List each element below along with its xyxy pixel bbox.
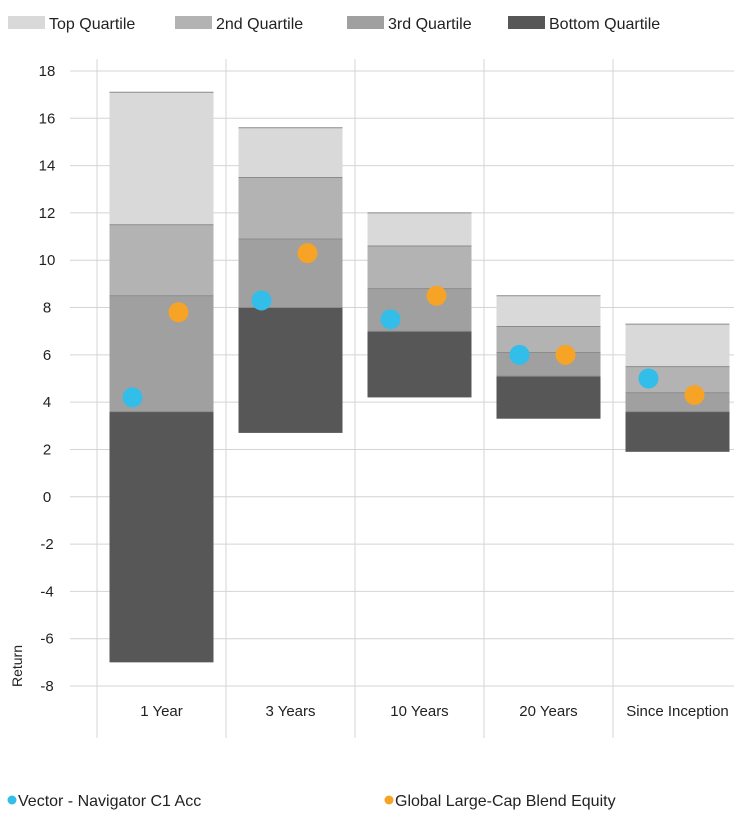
- series-legend: Vector - Navigator C1 Acc Global Large-Ca…: [7, 793, 616, 810]
- y-tick-label: 16: [39, 110, 56, 127]
- y-tick-label: 0: [43, 489, 51, 506]
- legend-item: 3rd Quartile: [347, 16, 472, 33]
- y-tick-label: 10: [39, 252, 56, 269]
- legend-swatch: [175, 16, 212, 29]
- bottom-quartile-band: [238, 307, 343, 433]
- legend-item: Top Quartile: [8, 16, 135, 33]
- y-tick-label: 18: [39, 63, 56, 80]
- y-tick-label: 8: [43, 300, 51, 317]
- y-tick-label: -8: [40, 678, 53, 695]
- bottom-quartile-band: [496, 376, 601, 419]
- series-markers: [122, 243, 705, 408]
- top-quartile-band: [496, 295, 601, 327]
- y-axis-ticks: 18 16 14 12 10 8 6 4 2 0 -2 -4 -6 -8: [39, 63, 56, 695]
- legend-item: Bottom Quartile: [508, 16, 660, 33]
- bottom-quartile-band: [367, 331, 472, 398]
- series-point: [684, 385, 705, 406]
- series-point: [297, 243, 318, 264]
- x-category-label: 1 Year: [140, 703, 183, 720]
- quartile-bands: [109, 91, 730, 663]
- series-legend-item: Vector - Navigator C1 Acc: [7, 793, 201, 810]
- series-point: [638, 368, 659, 389]
- series-legend-label: Vector - Navigator C1 Acc: [18, 793, 201, 810]
- legend-swatch: [508, 16, 545, 29]
- x-category-label: 3 Years: [265, 703, 315, 720]
- legend-label: 3rd Quartile: [388, 16, 472, 33]
- series-point: [122, 387, 143, 408]
- series-point: [251, 290, 272, 311]
- second-quartile-band: [109, 224, 214, 296]
- legend-item: 2nd Quartile: [175, 16, 303, 33]
- y-tick-label: -2: [40, 536, 53, 553]
- x-category-label: 20 Years: [519, 703, 577, 720]
- y-tick-label: 4: [43, 394, 51, 411]
- legend-swatch: [347, 16, 384, 29]
- y-tick-label: 2: [43, 441, 51, 458]
- y-tick-label: -4: [40, 583, 53, 600]
- x-axis-categories: 1 Year 3 Years 10 Years 20 Years Since Incep…: [140, 703, 729, 720]
- series-legend-dot: [7, 795, 17, 805]
- legend-label: 2nd Quartile: [216, 16, 303, 33]
- top-quartile-band: [109, 92, 214, 225]
- bottom-quartile-band: [625, 411, 730, 452]
- x-category-label: 10 Years: [390, 703, 448, 720]
- bottom-quartile-band: [109, 411, 214, 663]
- series-legend-dot: [384, 795, 394, 805]
- top-quartile-band: [367, 212, 472, 247]
- y-axis-title: Return: [9, 645, 25, 687]
- series-point: [509, 344, 530, 365]
- legend-swatch: [8, 16, 45, 29]
- series-point: [380, 309, 401, 330]
- series-point: [555, 344, 576, 365]
- legend-label: Top Quartile: [49, 16, 135, 33]
- x-category-label: Since Inception: [626, 703, 729, 720]
- y-tick-label: 14: [39, 158, 56, 175]
- series-legend-label: Global Large-Cap Blend Equity: [395, 793, 616, 810]
- second-quartile-band: [238, 177, 343, 239]
- series-point: [426, 285, 447, 306]
- series-point: [168, 302, 189, 323]
- third-quartile-band: [625, 392, 730, 412]
- y-tick-label: 12: [39, 205, 56, 222]
- second-quartile-band: [367, 246, 472, 289]
- quartile-legend: Top Quartile 2nd Quartile 3rd Quartile Bott…: [8, 16, 660, 33]
- top-quartile-band: [238, 127, 343, 178]
- top-quartile-band: [625, 324, 730, 367]
- y-tick-label: -6: [40, 631, 53, 648]
- legend-label: Bottom Quartile: [549, 16, 660, 33]
- series-legend-item: Global Large-Cap Blend Equity: [384, 793, 616, 810]
- y-tick-label: 6: [43, 347, 51, 364]
